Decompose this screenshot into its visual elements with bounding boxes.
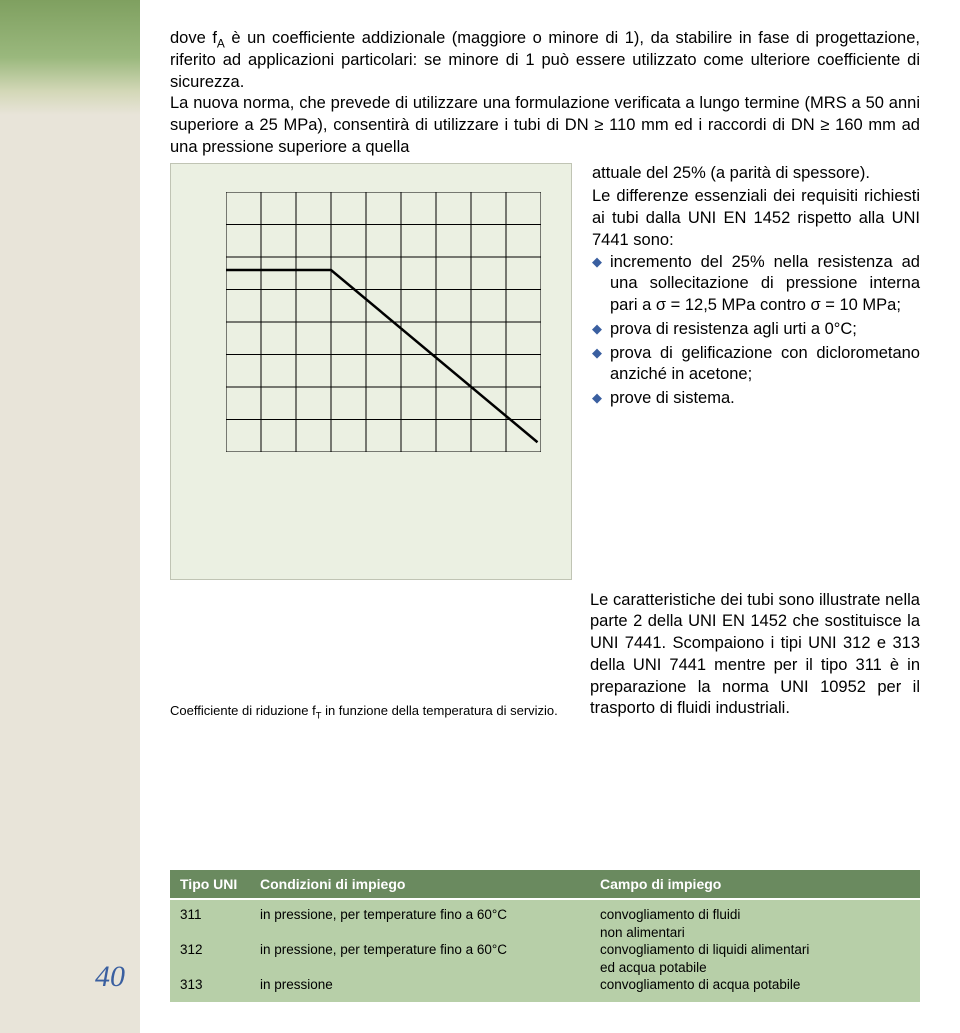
table-body: 311in pressione, per temperature fino a … xyxy=(170,900,920,1002)
bullet-item: prova di resistenza agli urti a 0°C; xyxy=(592,319,920,341)
bullet-item: prove di sistema. xyxy=(592,388,920,410)
table-cell: ed acqua potabile xyxy=(600,959,910,977)
table-row: 311in pressione, per temperature fino a … xyxy=(180,906,910,924)
table-cell: 311 xyxy=(180,906,260,924)
paragraph-2: La nuova norma, che prevede di utilizzar… xyxy=(170,93,920,158)
chart-caption-pre: Coefficiente di riduzione f xyxy=(170,703,316,718)
table-cell xyxy=(180,959,260,977)
right-text-para: Le differenze essenziali dei requisiti r… xyxy=(592,186,920,251)
table-header-col3: Campo di impiego xyxy=(600,876,910,892)
table-header-col2: Condizioni di impiego xyxy=(260,876,600,892)
chart-panel xyxy=(170,163,572,580)
chart-caption: Coefficiente di riduzione fT in funzione… xyxy=(170,703,570,720)
para1-text-pre: dove f xyxy=(170,29,217,47)
para1-subscript: A xyxy=(217,36,225,50)
left-margin-band xyxy=(0,0,140,1033)
table-cell: convogliamento di acqua potabile xyxy=(600,976,910,994)
right-paragraph-2: Le caratteristiche dei tubi sono illustr… xyxy=(590,590,920,721)
bullet-list: incremento del 25% nella resistenza ad u… xyxy=(592,252,920,410)
chart-grid xyxy=(226,192,541,452)
chart-caption-post: in funzione della temperatura di servizi… xyxy=(321,703,557,718)
table-cell: non alimentari xyxy=(600,924,910,942)
table-cell: in pressione, per temperature fino a 60°… xyxy=(260,941,600,959)
table-cell: convogliamento di liquidi alimentari xyxy=(600,941,910,959)
table-cell xyxy=(260,959,600,977)
page-number: 40 xyxy=(95,960,125,994)
table-cell: 313 xyxy=(180,976,260,994)
bullet-item: incremento del 25% nella resistenza ad u… xyxy=(592,252,920,317)
table-cell: in pressione, per temperature fino a 60°… xyxy=(260,906,600,924)
table-cell xyxy=(260,924,600,942)
table-row: non alimentari xyxy=(180,924,910,942)
table-cell xyxy=(180,924,260,942)
right-text-line: attuale del 25% (a parità di spessore). xyxy=(592,163,920,185)
right-column: attuale del 25% (a parità di spessore). … xyxy=(592,163,920,412)
chart-svg xyxy=(226,192,541,452)
table: Tipo UNI Condizioni di impiego Campo di … xyxy=(170,870,920,1002)
table-header-row: Tipo UNI Condizioni di impiego Campo di … xyxy=(170,870,920,900)
paragraph-1: dove fA è un coefficiente addizionale (m… xyxy=(170,28,920,93)
para1-text-rest: è un coefficiente addizionale (maggiore … xyxy=(170,29,920,91)
table-header-col1: Tipo UNI xyxy=(180,876,260,892)
table-row: 312in pressione, per temperature fino a … xyxy=(180,941,910,959)
left-decorative-gradient xyxy=(0,0,140,115)
table-row: 313in pressioneconvogliamento di acqua p… xyxy=(180,976,910,994)
table-cell: convogliamento di fluidi xyxy=(600,906,910,924)
bullet-item: prova di gelificazione con diclorometano… xyxy=(592,343,920,387)
table-cell: 312 xyxy=(180,941,260,959)
table-row: ed acqua potabile xyxy=(180,959,910,977)
table-cell: in pressione xyxy=(260,976,600,994)
